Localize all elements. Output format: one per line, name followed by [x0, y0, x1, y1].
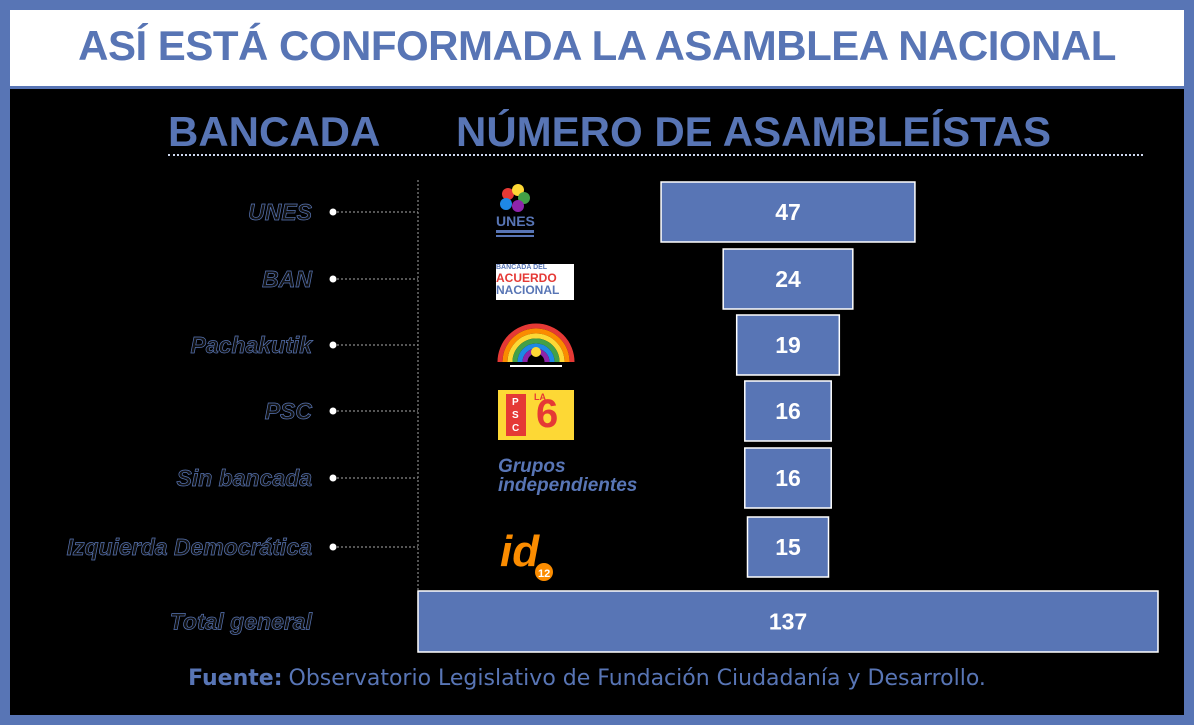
bar-value-label: 47 — [775, 199, 801, 225]
total-value-label: 137 — [769, 609, 807, 635]
psc-logo-s: S — [512, 410, 519, 421]
category-label: Pachakutik — [191, 332, 314, 358]
bar — [744, 447, 832, 509]
bar — [722, 248, 854, 310]
category-label: PSC — [265, 398, 313, 424]
psc-logo-p: P — [512, 397, 519, 408]
bar — [746, 516, 830, 578]
bar-value-label: 15 — [775, 534, 801, 560]
izquierda-democratica-logo: id 12 — [500, 527, 553, 581]
psc-logo-la: LA — [534, 392, 546, 402]
unes-logo-text: UNES — [496, 213, 535, 229]
source-label: Fuente: — [188, 666, 283, 691]
psc-logo-stripe: P S C — [506, 394, 526, 436]
psc-logo: P S C LA 6 — [498, 390, 574, 440]
category-label: BAN — [262, 266, 312, 292]
pachakutik-rainbow-logo — [497, 323, 575, 367]
leader-dot — [329, 208, 337, 216]
ban-logo: BANCADA DEL ACUERDO NACIONAL — [496, 264, 574, 300]
bar-value-label: 16 — [775, 465, 801, 491]
category-label: Sin bancada — [177, 465, 313, 491]
bar-value-label: 16 — [775, 398, 801, 424]
bar — [735, 314, 841, 376]
title-banner: ASÍ ESTÁ CONFORMADA LA ASAMBLEA NACIONAL — [10, 10, 1184, 86]
total-bar — [417, 590, 1159, 653]
total-label: Total general — [170, 609, 313, 635]
category-label: UNES — [248, 199, 313, 225]
source-text: Observatorio Legislativo de Fundación Ci… — [288, 666, 986, 691]
id-logo-number: 12 — [538, 568, 550, 580]
leader-dot — [329, 275, 337, 283]
bar — [744, 380, 832, 442]
column-header-numero: NÚMERO DE ASAMBLEÍSTAS — [456, 108, 1052, 155]
ban-logo-line-1: BANCADA DEL — [496, 264, 548, 271]
ban-logo-line-2: ACUERDO — [496, 271, 557, 285]
grupos-independientes-logo: Grupos independientes — [498, 457, 658, 495]
id-logo-text: id — [500, 527, 540, 576]
source-note: Fuente: Observatorio Legislativo de Funda… — [0, 666, 1174, 691]
grupos-logo-line-1: Grupos — [498, 456, 566, 477]
bar — [660, 181, 916, 243]
leader-dot — [329, 341, 337, 349]
unes-logo: UNES — [496, 184, 535, 237]
category-label: Izquierda Democrática — [67, 534, 313, 560]
psc-logo-six: 6 — [536, 392, 559, 436]
leader-dot — [329, 543, 337, 551]
column-header-bancada: BANCADA — [168, 108, 381, 155]
grupos-logo-line-2: independientes — [498, 475, 638, 496]
page-title: ASÍ ESTÁ CONFORMADA LA ASAMBLEA NACIONAL — [78, 22, 1116, 69]
leader-dot — [329, 474, 337, 482]
psc-logo-c: C — [512, 423, 520, 434]
title-underline — [10, 86, 1184, 89]
header-rule — [168, 154, 1143, 156]
bar-value-label: 24 — [775, 266, 801, 292]
ban-logo-line-3: NACIONAL — [496, 283, 560, 297]
bar-value-label: 19 — [775, 332, 801, 358]
leader-dot — [329, 407, 337, 415]
